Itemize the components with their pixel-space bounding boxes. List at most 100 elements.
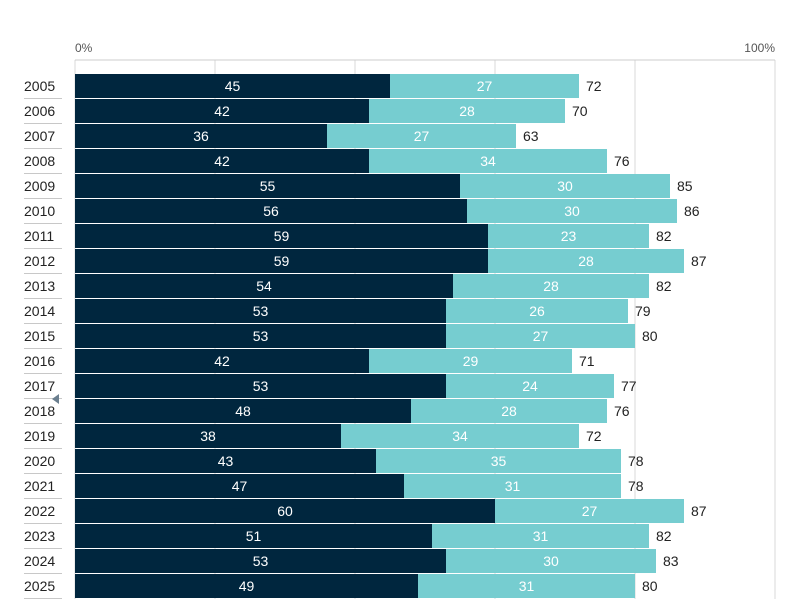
bar-value-label: 31 <box>519 578 535 594</box>
bar-value-label: 29 <box>463 353 479 369</box>
bar-value-label: 27 <box>414 128 430 144</box>
bar-value-label: 27 <box>477 78 493 94</box>
bar-segment-light <box>446 374 614 398</box>
category-label: 2016 <box>24 353 55 369</box>
bar-value-label: 55 <box>260 178 276 194</box>
total-label: 76 <box>614 403 630 419</box>
bar-segment-light <box>376 449 621 473</box>
bar-value-label: 30 <box>557 178 573 194</box>
total-label: 72 <box>586 78 602 94</box>
category-label: 2009 <box>24 178 55 194</box>
bar-value-label: 24 <box>522 378 538 394</box>
category-label: 2020 <box>24 453 55 469</box>
bar-value-label: 28 <box>578 253 594 269</box>
bar-value-label: 31 <box>533 528 549 544</box>
bar-segment-dark <box>75 249 488 273</box>
total-label: 78 <box>628 478 644 494</box>
bar-value-label: 56 <box>263 203 279 219</box>
category-label: 2024 <box>24 553 55 569</box>
bar-value-label: 36 <box>193 128 209 144</box>
bar-segment-light <box>453 274 649 298</box>
total-label: 80 <box>642 328 658 344</box>
bar-segment-light <box>467 199 677 223</box>
bar-segment-dark <box>75 474 404 498</box>
bar-value-label: 53 <box>253 378 269 394</box>
bar-value-label: 38 <box>200 428 216 444</box>
bars: 45 27 72 42 28 70 36 27 63 42 34 76 55 30 85 56 30 86 59 23… <box>75 74 707 598</box>
bar-segment-dark <box>75 549 446 573</box>
bar-value-label: 23 <box>561 228 577 244</box>
bar-segment-dark <box>75 349 369 373</box>
bar-value-label: 34 <box>480 153 496 169</box>
tick-label: 100% <box>744 41 775 55</box>
category-labels: 2005 2006 2007 2008 2009 2010 2011 2012 2013 2014… <box>24 78 62 599</box>
bar-segment-dark <box>75 124 327 148</box>
bar-value-label: 28 <box>459 103 475 119</box>
bar-value-label: 51 <box>246 528 262 544</box>
bar-segment-dark <box>75 74 390 98</box>
category-label: 2013 <box>24 278 55 294</box>
bar-segment-dark <box>75 149 369 173</box>
total-label: 77 <box>621 378 637 394</box>
bar-segment-light <box>446 549 656 573</box>
bar-value-label: 31 <box>505 478 521 494</box>
category-label: 2008 <box>24 153 55 169</box>
bar-segment-light <box>369 149 607 173</box>
bar-segment-dark <box>75 174 460 198</box>
bar-value-label: 54 <box>256 278 272 294</box>
bar-segment-light <box>418 574 635 598</box>
bar-segment-dark <box>75 524 432 548</box>
bar-value-label: 60 <box>277 503 293 519</box>
bar-value-label: 59 <box>274 228 290 244</box>
bar-value-label: 27 <box>582 503 598 519</box>
bar-segment-light <box>404 474 621 498</box>
bar-segment-light <box>432 524 649 548</box>
bar-value-label: 53 <box>253 303 269 319</box>
category-label: 2025 <box>24 578 55 594</box>
bar-segment-light <box>341 424 579 448</box>
bar-value-label: 59 <box>274 253 290 269</box>
bar-segment-light <box>488 224 649 248</box>
bar-segment-light <box>488 249 684 273</box>
bar-value-label: 27 <box>533 328 549 344</box>
category-label: 2012 <box>24 253 55 269</box>
bar-segment-light <box>460 174 670 198</box>
bar-value-label: 53 <box>253 553 269 569</box>
bar-value-label: 45 <box>225 78 241 94</box>
total-label: 87 <box>691 503 707 519</box>
category-label: 2021 <box>24 478 55 494</box>
bar-segment-dark <box>75 574 418 598</box>
bar-segment-dark <box>75 324 446 348</box>
total-label: 79 <box>635 303 651 319</box>
total-label: 82 <box>656 228 672 244</box>
bar-segment-dark <box>75 399 411 423</box>
total-label: 83 <box>663 553 679 569</box>
category-label: 2019 <box>24 428 55 444</box>
bar-segment-light <box>327 124 516 148</box>
bar-segment-dark <box>75 224 488 248</box>
bar-segment-dark <box>75 374 446 398</box>
bar-value-label: 48 <box>235 403 251 419</box>
bar-value-label: 47 <box>232 478 248 494</box>
category-label: 2014 <box>24 303 55 319</box>
bar-segment-dark <box>75 424 341 448</box>
bar-segment-dark <box>75 99 369 123</box>
bar-value-label: 30 <box>564 203 580 219</box>
bar-segment-dark <box>75 274 453 298</box>
total-label: 78 <box>628 453 644 469</box>
total-label: 82 <box>656 278 672 294</box>
bar-value-label: 26 <box>529 303 545 319</box>
bar-segment-light <box>369 99 565 123</box>
total-label: 70 <box>572 103 588 119</box>
bar-segment-dark <box>75 199 467 223</box>
category-label: 2005 <box>24 78 55 94</box>
bar-value-label: 34 <box>452 428 468 444</box>
total-label: 86 <box>684 203 700 219</box>
total-label: 71 <box>579 353 595 369</box>
category-label: 2017 <box>24 378 55 394</box>
bar-segment-light <box>495 499 684 523</box>
total-label: 72 <box>586 428 602 444</box>
category-label: 2018 <box>24 403 55 419</box>
bar-segment-light <box>411 399 607 423</box>
marker-triangle-icon <box>52 394 59 404</box>
